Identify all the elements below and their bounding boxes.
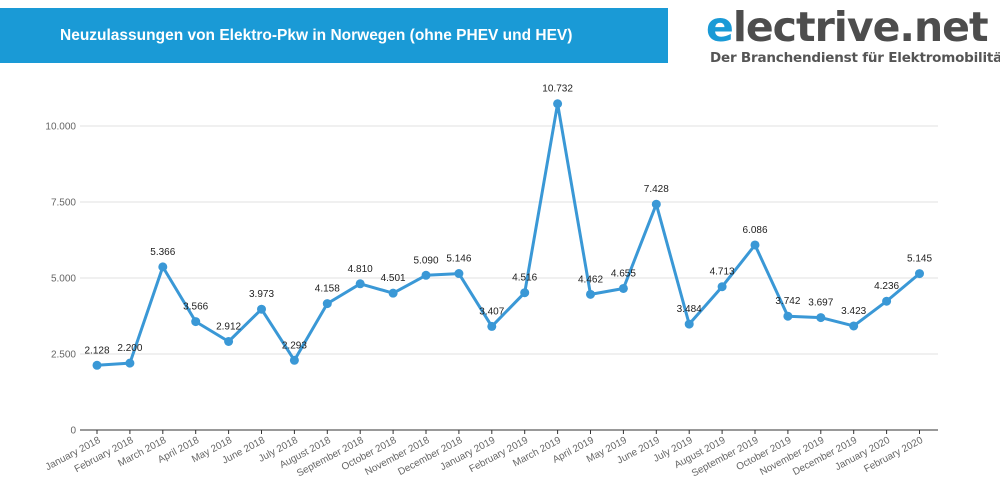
data-label: 4.713 xyxy=(710,267,735,278)
logo-rest: lectrive.net xyxy=(732,3,989,51)
data-label: 2.200 xyxy=(117,343,142,354)
data-label: 3.484 xyxy=(677,304,702,315)
data-point xyxy=(125,358,135,368)
logo-first-letter: e xyxy=(706,3,734,51)
series-line xyxy=(96,102,921,367)
data-label: 7.428 xyxy=(644,184,669,195)
data-label: 4.462 xyxy=(578,274,603,285)
data-label: 5.145 xyxy=(907,254,932,265)
data-label: 2.912 xyxy=(216,321,241,332)
data-point xyxy=(388,288,398,298)
data-label: 6.086 xyxy=(742,225,767,236)
data-point xyxy=(355,279,365,289)
data-point xyxy=(651,199,661,209)
data-label: 5.366 xyxy=(150,247,175,258)
y-tick-label: 10.000 xyxy=(45,122,76,133)
data-point xyxy=(158,262,168,272)
data-label: 10.732 xyxy=(542,84,573,95)
data-point xyxy=(257,304,266,314)
data-label: 4.236 xyxy=(874,281,899,292)
data-label: 3.973 xyxy=(249,289,274,300)
data-point xyxy=(92,360,102,370)
y-tick-label: 7.500 xyxy=(51,198,76,209)
data-point xyxy=(684,319,694,329)
data-label: 4.810 xyxy=(348,264,373,275)
data-label: 3.423 xyxy=(841,306,866,317)
data-label: 4.158 xyxy=(315,284,340,295)
data-label: 3.407 xyxy=(479,306,504,317)
data-point xyxy=(553,99,563,109)
data-point xyxy=(717,282,727,292)
y-tick-label: 5.000 xyxy=(51,274,76,285)
data-label: 4.501 xyxy=(381,273,406,284)
data-point xyxy=(191,317,201,327)
data-point xyxy=(618,283,628,293)
chart-title: Neuzulassungen von Elektro-Pkw in Norweg… xyxy=(60,26,573,44)
data-point xyxy=(849,321,859,331)
logo-wordmark: electrive.net xyxy=(706,3,989,51)
data-point xyxy=(421,270,431,280)
data-point xyxy=(487,321,497,331)
data-point xyxy=(816,313,826,323)
data-label: 3.697 xyxy=(808,298,833,309)
data-label: 3.742 xyxy=(775,296,800,307)
data-point xyxy=(915,269,924,279)
data-label: 2.128 xyxy=(84,345,109,356)
data-point xyxy=(882,296,892,306)
data-point xyxy=(322,299,332,309)
data-label: 5.146 xyxy=(446,254,471,265)
data-point xyxy=(783,311,793,321)
data-point xyxy=(586,289,595,299)
logo-tagline: Der Branchendienst für Elektromobilität xyxy=(710,50,1000,66)
title-bar: Neuzulassungen von Elektro-Pkw in Norweg… xyxy=(0,8,668,63)
electrive-logo: electrive.net Der Branchendienst für Ele… xyxy=(706,3,1000,68)
data-label: 4.516 xyxy=(512,273,537,284)
data-point xyxy=(454,269,464,279)
data-label: 5.090 xyxy=(413,255,438,266)
data-point xyxy=(289,355,299,365)
data-point xyxy=(750,240,760,250)
y-tick-label: 2.500 xyxy=(51,350,76,361)
data-label: 2.293 xyxy=(282,340,307,351)
data-point xyxy=(224,336,234,346)
y-tick-label: 0 xyxy=(70,426,76,437)
data-label: 4.655 xyxy=(611,268,636,279)
data-point xyxy=(520,288,530,298)
data-label: 3.566 xyxy=(183,302,208,313)
